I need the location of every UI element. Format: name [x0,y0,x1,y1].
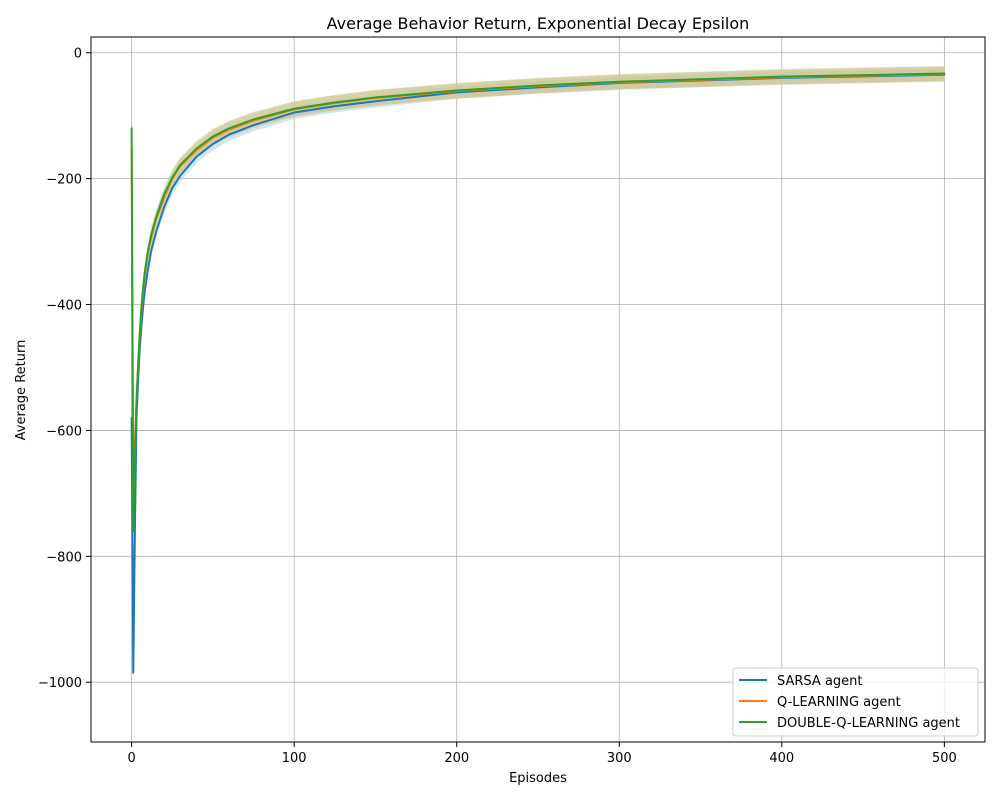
x-tick-label: 100 [282,751,307,766]
x-tick-label: 0 [127,751,135,766]
plot-frame [90,36,986,743]
legend-entry: Q-LEARNING agent [777,695,901,710]
x-axis-label: Episodes [509,771,567,786]
legend-box [732,667,979,737]
x-tick-label: 200 [444,751,469,766]
legend-entry: SARSA agent [777,674,863,689]
y-tick-label: −1000 [38,676,82,691]
y-tick-label: −400 [46,299,82,314]
y-tick-label: 0 [74,47,82,62]
x-ticks: 0 100 200 300 400 500 [127,742,957,766]
x-tick-label: 300 [607,751,632,766]
axes [90,36,986,743]
x-tick-label: 500 [932,751,957,766]
x-tick-label: 400 [769,751,794,766]
y-axis-label: Average Return [14,340,29,441]
chart-title: Average Behavior Return, Exponential Dec… [327,14,750,33]
grid [91,37,985,742]
legend-entry: DOUBLE-Q-LEARNING agent [777,716,960,731]
y-tick-label: −800 [46,550,82,565]
legend: SARSA agent Q-LEARNING agent DOUBLE-Q-LEAR… [732,667,979,737]
y-tick-label: −200 [46,173,82,188]
series-line-double-q-learning-agent [130,72,946,533]
series-lines [130,72,946,674]
y-ticks: 0 −200 −400 −600 −800 −1000 [38,47,91,691]
y-tick-label: −600 [46,424,82,439]
